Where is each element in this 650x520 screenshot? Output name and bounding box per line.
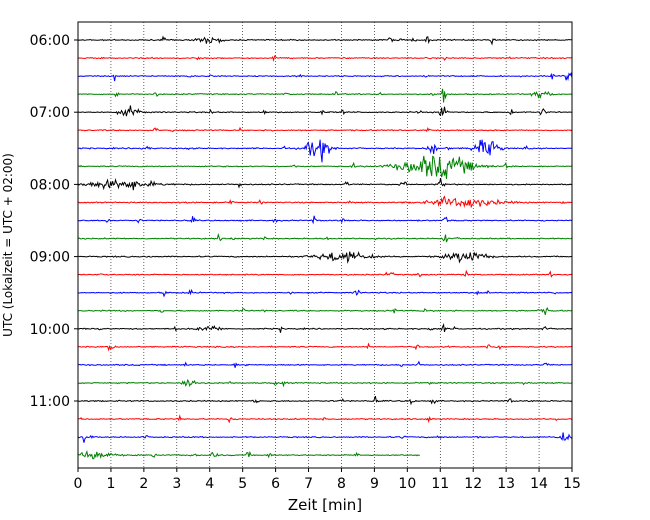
x-tick-label: 5 [238,476,247,492]
y-tick-label: 06:00 [30,33,70,49]
x-tick-label: 1 [106,476,115,492]
seismic-trace [78,71,573,82]
x-tick-label: 15 [563,476,581,492]
plot-frame [77,21,573,469]
seismic-trace [77,288,573,298]
x-tick-label: 2 [139,476,148,492]
x-tick-label: 8 [337,476,346,492]
y-tick-label: 09:00 [30,250,70,266]
seismic-trace [77,55,573,63]
seismic-trace [77,432,573,443]
x-tick-label: 12 [464,476,482,492]
x-tick-label: 13 [497,476,515,492]
x-tick-label: 10 [398,476,416,492]
vertical-grid [110,22,540,468]
seismic-trace [77,88,573,103]
x-tick-label: 4 [205,476,214,492]
x-axis-label: Zeit [min] [288,496,362,514]
x-tick-label: 0 [74,476,83,492]
seismic-trace [77,215,573,225]
seismic-trace [78,195,572,209]
trace-group [77,35,573,460]
y-tick-label: 07:00 [30,105,70,121]
seismic-trace [77,105,573,117]
seismic-trace [77,307,573,315]
seismic-trace [77,342,573,352]
x-axis-ticks: 0 1 2 3 4 5 6 7 8 9 10 11 12 13 14 15 [74,468,581,492]
seismic-trace [77,155,572,179]
y-tick-label: 11:00 [30,394,70,410]
seismic-trace [77,35,572,46]
seismic-trace [77,395,573,406]
seismic-trace [78,378,573,388]
y-tick-label: 10:00 [30,322,70,338]
y-axis-label: UTC (Lokalzeit = UTC + 02:00) [1,153,15,337]
y-tick-label: 08:00 [30,177,70,193]
seismic-trace [77,251,573,264]
y-axis-ticks: 06:00 07:00 08:00 09:00 10:00 11:00 [30,33,78,410]
x-tick-label: 14 [530,476,548,492]
x-tick-label: 3 [172,476,181,492]
x-tick-label: 9 [370,476,379,492]
seismic-trace [78,323,573,333]
seismic-trace [77,360,573,368]
seismic-trace [77,269,573,278]
seismic-trace [77,449,420,460]
x-tick-label: 7 [304,476,313,492]
seismic-trace [77,232,573,243]
seismic-trace [77,126,573,133]
x-tick-label: 6 [271,476,280,492]
seismic-trace [77,139,573,163]
x-tick-label: 11 [431,476,449,492]
seismic-trace [77,414,572,424]
seismic-trace [77,177,573,191]
